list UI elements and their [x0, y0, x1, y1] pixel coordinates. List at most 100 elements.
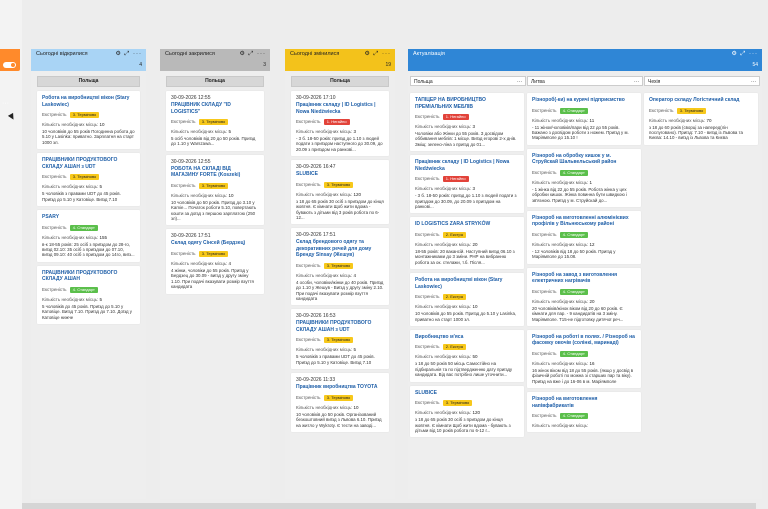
more-icon[interactable]: ···: [2, 100, 9, 107]
column-header-icons[interactable]: ⚙ ⤢ ···: [364, 51, 391, 57]
card-title[interactable]: ID LOGISTICS ZARA STRYKÓW: [415, 221, 491, 228]
column-header[interactable]: Сьогодні змінилися ⚙ ⤢ ··· 19: [285, 49, 395, 71]
vacancy-card[interactable]: Робота на виробництві вікон (Stary Lasko…: [410, 273, 524, 326]
count-value: 4: [228, 260, 232, 266]
card-title[interactable]: Різнороб(-ки) на курячі підприємство: [532, 97, 625, 103]
card-title[interactable]: Різнороб на виготовлення напівфабрикатів: [532, 396, 598, 409]
urgency-badge: 2. Екстра: [442, 231, 466, 238]
card-title[interactable]: ПРАЦІВНИКИ ПРОДУКТОВОГО СКЛАДУ АШАН з UD…: [296, 320, 372, 333]
urgency-row: Екстреність 3. Терміново: [296, 181, 384, 188]
urgency-row: Екстреність 3. Терміново: [171, 119, 259, 125]
count-row: Кількість необхідних місць: 16: [532, 361, 636, 366]
card-title[interactable]: Склад одягу Сінсей (Бердзец): [171, 240, 246, 247]
vacancy-card[interactable]: Різнороб на виготовленні алюмінієвих про…: [527, 210, 641, 264]
column-count: 4: [139, 62, 142, 68]
count-label: Кількість необхідних місць:: [42, 296, 99, 302]
card-title[interactable]: ПРАЦІВНИКИ ПРОДУКТОВОГО СКЛАДУ АШАН з UD…: [42, 157, 118, 170]
card-title[interactable]: ПРАЦІВНИКИ ПРОДУКТОВОГО СКЛАДУ АШАН: [42, 269, 118, 283]
vacancy-card[interactable]: 30-09-2026 17:51 Склад брендового одягу …: [291, 228, 389, 306]
card-title[interactable]: Працівник складу | ID Logistics | Nowa N…: [296, 102, 376, 115]
urgency-badge: 2. Екстра: [442, 344, 466, 351]
vacancy-card[interactable]: 30-09-2026 17:10 Працівник складу | ID L…: [291, 91, 389, 157]
card-title[interactable]: Склад брендового одягу та декоративних р…: [296, 239, 372, 259]
card-title[interactable]: Робота на виробництві вікон (Stary Lasko…: [42, 95, 130, 108]
column-actualization: Актуалізація ⚙ ⤢ ··· 54 Польща ··· Литва ·…: [408, 49, 762, 499]
vacancy-card[interactable]: Виробництво м'яса Екстреність 2. Екстра …: [410, 329, 524, 382]
vacancy-card[interactable]: 30-09-2026 16:47 SLUBICE Екстреність 3. …: [291, 160, 389, 225]
column-header-icons[interactable]: ⚙ ⤢ ···: [731, 51, 758, 57]
vacancy-card[interactable]: ТАПІЦЕР НА ВИРОБНИЦТВО ПРЕМІАЛЬНИХ МЕБЛІ…: [410, 93, 524, 152]
card-description: 10 чоловіків до 50 років. Приїзд до 3.10…: [171, 199, 257, 222]
count-value: 120: [472, 410, 481, 416]
card-title[interactable]: Різнороб на роботі в полях. / Різнороб н…: [532, 333, 635, 347]
group-header[interactable]: Польща: [291, 76, 389, 87]
vacancy-card[interactable]: SLUBICE Екстреність 3. Терміново Кількіс…: [410, 385, 524, 438]
card-title[interactable]: Різнороб на обробку кишок у м. Струйскай…: [532, 152, 617, 166]
urgency-badge: 1. Негайно: [442, 176, 469, 183]
vacancy-card[interactable]: Різнороб на роботі в полях. / Різнороб н…: [527, 329, 641, 389]
more-icon[interactable]: ···: [751, 79, 756, 85]
urgency-label: Екстреність: [42, 286, 67, 292]
urgency-badge: 3. Терміново: [323, 262, 354, 269]
vacancy-card[interactable]: PSARY Екстреність 4. Стандарт Кількість …: [37, 210, 140, 262]
vacancy-card[interactable]: Робота на виробництві вікон (Stary Lasko…: [37, 91, 140, 150]
card-title[interactable]: SLUBICE: [296, 171, 318, 178]
card-title[interactable]: ПРАЦІВНИК СКЛАДУ "ID LOGISTICS": [171, 102, 231, 115]
card-description: - 3 б. 18-50 років: приїзд до 1.10 з люд…: [415, 193, 517, 210]
card-title[interactable]: Працівник виробництва TOYOTA: [296, 384, 378, 391]
subcolumn-header-poland[interactable]: Польща ···: [410, 76, 526, 86]
column-header-icons[interactable]: ⚙ ⤢ ···: [115, 51, 142, 57]
vacancy-card[interactable]: ПРАЦІВНИКИ ПРОДУКТОВОГО СКЛАДУ АШАН Екст…: [37, 265, 140, 324]
subcolumn-header-czechia[interactable]: Чехія ···: [644, 76, 760, 86]
card-title[interactable]: Працівник складу | ID Logistics | Nowa N…: [415, 159, 510, 172]
urgency-label: Екстреність: [415, 294, 440, 300]
urgency-label: Екстреність: [532, 413, 557, 419]
card-title[interactable]: Виробництво м'яса: [415, 333, 464, 340]
card-description: 5 чоловіків з правами UDT до 45 років. П…: [42, 191, 121, 202]
vacancy-card[interactable]: 30-09-2026 16:53 ПРАЦІВНИКИ ПРОДУКТОВОГО…: [291, 309, 389, 370]
more-icon[interactable]: ···: [634, 79, 639, 85]
vacancy-card[interactable]: 30-09-2026 17:51 Склад одягу Сінсей (Бер…: [166, 229, 264, 294]
card-title[interactable]: ТАПІЦЕР НА ВИРОБНИЦТВО ПРЕМІАЛЬНИХ МЕБЛІ…: [415, 97, 486, 110]
card-title[interactable]: Різнороб на завод з виготовлення електри…: [532, 271, 618, 285]
horizontal-scrollbar[interactable]: [22, 503, 756, 509]
card-title[interactable]: SLUBICE: [415, 389, 437, 396]
urgency-label: Екстреність: [296, 262, 321, 268]
vacancy-card[interactable]: ID LOGISTICS ZARA STRYKÓW Екстреність 2.…: [410, 217, 524, 270]
urgency-label: Екстреність: [296, 337, 321, 343]
vacancy-card[interactable]: Різнороб на завод з виготовлення електри…: [527, 267, 641, 326]
column-header[interactable]: Сьогодні закрилися ⚙ ⤢ ··· 3: [160, 49, 270, 71]
card-title[interactable]: PSARY: [42, 214, 60, 221]
column-count: 3: [263, 62, 266, 68]
column-changed-today: Сьогодні змінилися ⚙ ⤢ ··· 19 Польща 30-…: [285, 49, 395, 499]
vacancy-card[interactable]: Оператор складу Логістичний склад Екстре…: [644, 93, 758, 145]
vacancy-card[interactable]: 30-09-2026 12:55 ПРАЦІВНИК СКЛАДУ "ID LO…: [166, 91, 264, 151]
urgency-badge: 3. Терміново: [198, 250, 229, 257]
column-header-icons[interactable]: ⚙ ⤢ ···: [239, 51, 266, 57]
vacancy-card[interactable]: Різнороб на виготовлення напівфабрикатів…: [527, 392, 641, 433]
card-title[interactable]: РОБОТА НА СКЛАДІ ВІД МАГАЗИНУ FORTE (Kos…: [171, 165, 241, 179]
vacancy-card[interactable]: Працівник складу | ID Logistics | Nowa N…: [410, 155, 524, 214]
more-icon[interactable]: ···: [517, 79, 522, 85]
card-title[interactable]: Різнороб на виготовленні алюмінієвих про…: [532, 214, 629, 228]
count-label: Кількість необхідних місць:: [415, 354, 472, 360]
vacancy-card[interactable]: ПРАЦІВНИКИ ПРОДУКТОВОГО СКЛАДУ АШАН з UD…: [37, 153, 140, 207]
card-title[interactable]: Робота на виробництві вікон (Stary Lasko…: [415, 277, 503, 290]
group-header[interactable]: Польща: [37, 76, 140, 87]
card-title[interactable]: Оператор складу Логістичний склад: [649, 97, 740, 103]
group-header[interactable]: Польща: [166, 76, 264, 87]
column-toggle[interactable]: [3, 62, 16, 68]
column-header[interactable]: Актуалізація ⚙ ⤢ ··· 54: [408, 49, 762, 71]
urgency-label: Екстреність: [415, 344, 440, 350]
count-value: 1: [589, 179, 593, 185]
urgency-badge: 3. Терміново: [198, 182, 229, 189]
vacancy-card[interactable]: Різнороб на обробку кишок у м. Струйскай…: [527, 148, 641, 207]
vacancy-card[interactable]: 30-09-2026 12:55 РОБОТА НА СКЛАДІ ВІД МА…: [166, 154, 264, 226]
subcolumn-header-lithuania[interactable]: Литва ···: [527, 76, 643, 86]
column-header[interactable]: Сьогодні відкрилися ⚙ ⤢ ··· 4: [31, 49, 146, 71]
vacancy-card[interactable]: 30-09-2026 11:33 Працівник виробництва T…: [291, 373, 389, 432]
count-row: Кількість необхідних місць: 5: [296, 347, 384, 352]
vacancy-card[interactable]: Різнороб(-ки) на курячі підприємство Екс…: [527, 93, 641, 145]
count-row: Кількість необхідних місць:: [532, 423, 636, 428]
urgency-label: Екстреність: [532, 350, 557, 356]
